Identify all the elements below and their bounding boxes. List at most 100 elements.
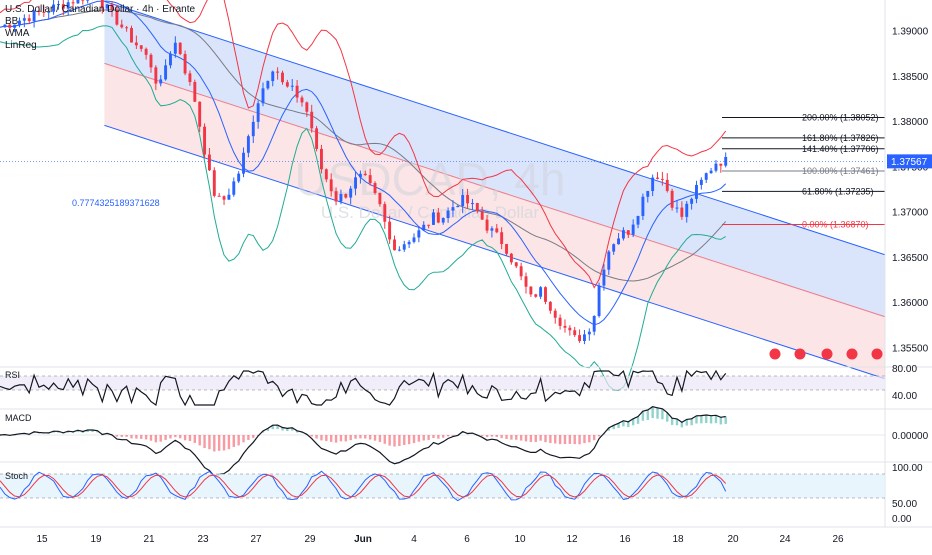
macd-histogram-bar (636, 416, 640, 424)
candle-body (61, 4, 65, 9)
candle-body (714, 163, 718, 171)
macd-histogram-bar (286, 428, 289, 432)
macd-pane-label: MACD (5, 413, 32, 423)
candle-body (378, 192, 382, 205)
candle-body (397, 249, 401, 251)
candle-body (699, 179, 703, 185)
candle-body (115, 9, 119, 25)
date-tick-label: 24 (779, 534, 791, 545)
candle-body (383, 204, 387, 222)
event-flag-icon (871, 348, 883, 360)
macd-histogram-bar (154, 435, 158, 443)
candle-body (251, 121, 255, 137)
candle-body (105, 4, 109, 9)
macd-histogram-bar (364, 435, 367, 439)
macd-histogram-bar (96, 430, 99, 433)
candle-body (290, 85, 294, 87)
current-price-tag (887, 154, 932, 169)
candle-body (675, 207, 679, 209)
candle-body (319, 148, 323, 170)
candle-body (3, 24, 7, 28)
macd-histogram-bar (480, 435, 484, 436)
candle-body (130, 27, 133, 43)
macd-histogram-bar (646, 409, 649, 420)
candle-body (315, 128, 319, 149)
chart-header: U.S. Dollar / Canadian Dollar · 4h · Err… (5, 4, 195, 52)
indicator-bb[interactable]: BB (5, 16, 19, 27)
macd-histogram-bar (140, 435, 143, 439)
bb-upper-line (0, 0, 727, 289)
macd-histogram-bar (86, 430, 89, 433)
macd-histogram-bar (135, 435, 138, 439)
event-flag-icon (846, 348, 858, 360)
macd-histogram-bar (315, 435, 318, 439)
macd-histogram-bar (573, 435, 576, 445)
date-tick-label: 12 (566, 534, 578, 545)
indicator-linreg[interactable]: LinReg (5, 40, 37, 51)
candle-body (18, 20, 21, 25)
candle-body (373, 183, 377, 193)
macd-histogram-bar (325, 435, 328, 442)
indicator-wma[interactable]: WMA (5, 28, 30, 39)
current-price-label: 1.37567 (891, 157, 928, 168)
price-tick-label: 1.35500 (892, 343, 929, 354)
candle-body (388, 221, 392, 240)
candle-body (470, 203, 474, 205)
date-tick-label: 4 (411, 534, 417, 545)
candle-body (237, 173, 241, 182)
candle-body (173, 42, 177, 54)
fib-level-label: 61.80% (1.37235) (802, 186, 874, 196)
macd-histogram-bar (71, 431, 75, 434)
candle-body (169, 53, 172, 66)
event-flag-icon (794, 348, 806, 360)
candle-body (363, 173, 367, 176)
candle-body (358, 173, 362, 178)
macd-histogram-bar (378, 435, 382, 442)
candle-body (66, 2, 70, 9)
candle-body (695, 184, 698, 199)
macd-histogram-bar (227, 435, 231, 450)
candle-body (193, 82, 197, 102)
candle-body (490, 228, 494, 231)
fib-level-label: 100.00% (1.37461) (802, 166, 879, 176)
candle-body (368, 175, 372, 184)
rsi-axis-label: 40.00 (892, 391, 917, 402)
macd-histogram-bar (500, 435, 503, 439)
macd-histogram-bar (607, 427, 611, 431)
candle-body (305, 102, 309, 112)
candle-body (641, 196, 645, 216)
candle-body (505, 244, 508, 254)
macd-histogram-bar (403, 435, 406, 445)
candle-body (295, 85, 299, 98)
macd-histogram-bar (149, 435, 153, 441)
candle-body (149, 54, 153, 68)
candle-body (300, 97, 304, 103)
candle-body (183, 54, 187, 74)
macd-histogram-bar (592, 435, 596, 441)
macd-histogram-bar (320, 435, 323, 441)
candle-body (242, 152, 245, 174)
date-tick-label: 10 (514, 534, 526, 545)
macd-histogram-bar (544, 435, 547, 443)
macd-histogram-bar (144, 435, 148, 440)
candle-body (583, 334, 586, 342)
candle-body (164, 65, 168, 80)
rsi-band (0, 376, 885, 390)
price-tick-label: 1.37000 (892, 208, 929, 219)
candle-body (626, 230, 630, 235)
macd-histogram-bar (334, 435, 338, 443)
stoch-pane-label: Stoch (5, 471, 28, 481)
macd-histogram-bar (310, 435, 313, 437)
date-tick-label: 6 (464, 534, 470, 545)
candle-body (217, 195, 221, 197)
macd-line (0, 406, 726, 477)
macd-histogram-bar (588, 435, 591, 443)
macd-histogram-bar (690, 418, 693, 426)
macd-histogram-bar (568, 435, 572, 444)
candle-body (100, 0, 104, 9)
candle-body (222, 196, 226, 200)
macd-histogram-bar (232, 435, 235, 447)
candle-body (42, 11, 46, 13)
candle-body (578, 335, 582, 342)
